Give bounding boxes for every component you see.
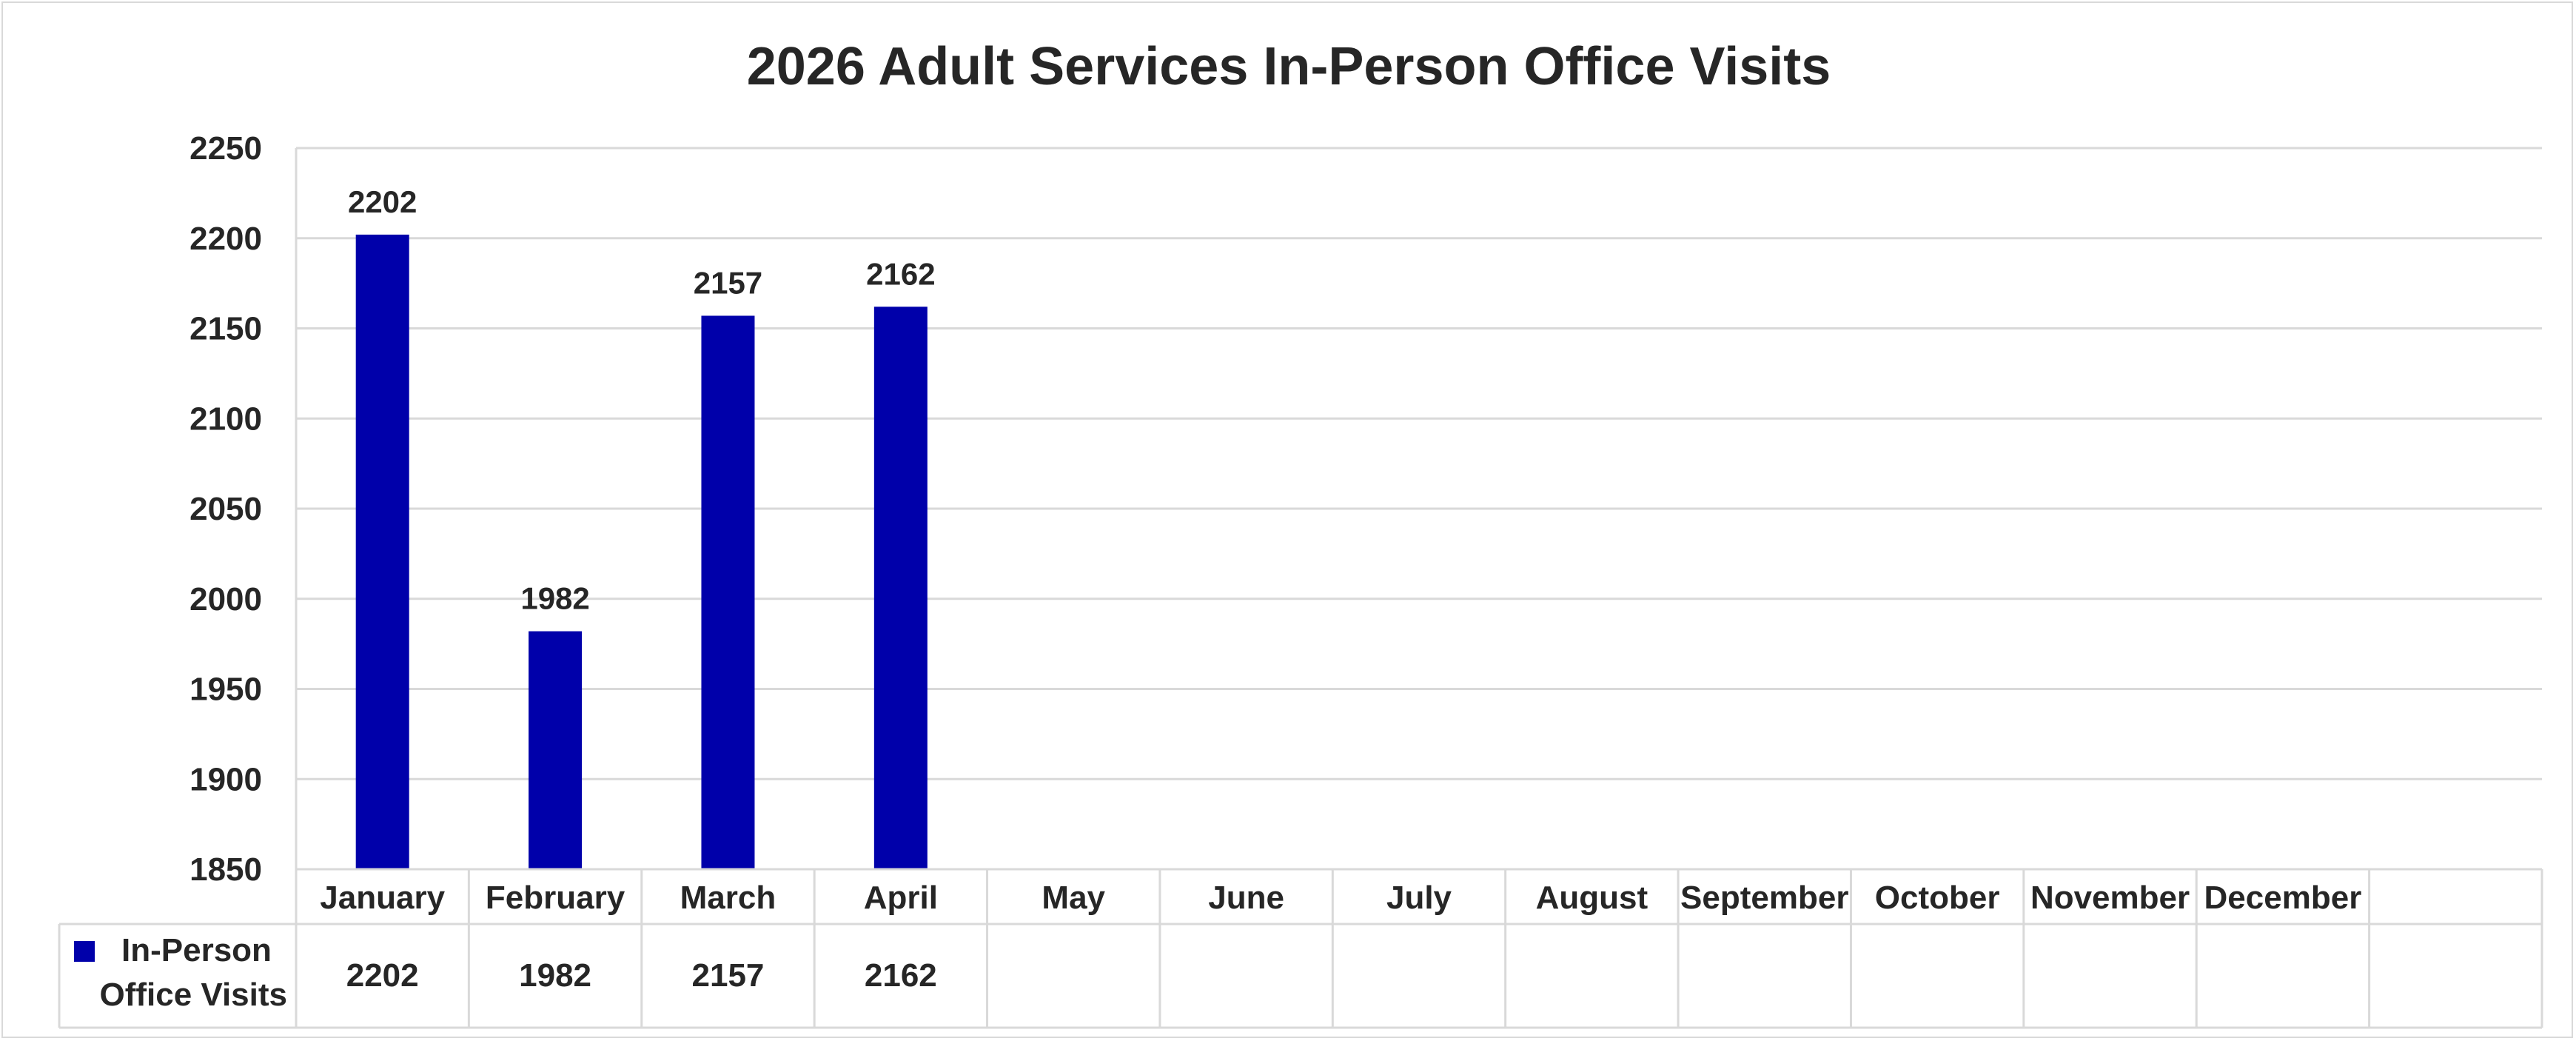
y-tick-label: 2200 (189, 221, 262, 257)
data-labels: 2202 1982 2157 2162 (348, 184, 936, 616)
category-label: November (2030, 880, 2190, 916)
data-label: 2157 (694, 265, 762, 300)
category-label: June (1208, 880, 1284, 916)
table-cell-value: 1982 (519, 957, 591, 994)
y-tick-label: 2250 (189, 130, 262, 167)
legend-label-line2: Office Visits (99, 977, 287, 1013)
y-tick-label: 2100 (189, 401, 262, 437)
category-label: May (1042, 880, 1105, 916)
data-label: 1982 (520, 581, 589, 616)
y-tick-label: 2000 (189, 581, 262, 617)
table-cell-value: 2202 (346, 957, 419, 994)
category-label: October (1875, 880, 2000, 916)
category-label: July (1386, 880, 1452, 916)
bar (701, 315, 755, 870)
legend-swatch (74, 941, 95, 962)
y-tick-label: 1950 (189, 672, 262, 708)
bar (355, 234, 409, 869)
y-tick-label: 1850 (189, 851, 262, 888)
gridlines (296, 147, 2542, 780)
data-table: January February March April May June July Augu… (58, 148, 2543, 1029)
table-cell-value: 2157 (692, 957, 765, 994)
category-label: September (1680, 880, 1848, 916)
bar-chart: 2026 Adult Services In-Person Office Vis… (58, 37, 2543, 1029)
bar (873, 307, 928, 869)
category-label: August (1536, 880, 1648, 916)
y-axis-ticks: 1850 1900 1950 2000 2050 2100 2150 2200 2250 (189, 130, 262, 888)
y-tick-label: 2150 (189, 311, 262, 347)
data-label: 2202 (348, 184, 417, 219)
bar (529, 631, 583, 869)
bars (355, 234, 928, 870)
legend-label-line1: In-Person (121, 932, 272, 968)
y-tick-label: 1900 (189, 761, 262, 797)
category-label: February (486, 880, 625, 916)
y-tick-label: 2050 (189, 491, 262, 527)
category-label: April (864, 880, 938, 916)
category-label: December (2204, 880, 2362, 916)
data-label: 2162 (866, 256, 935, 291)
chart-title: 2026 Adult Services In-Person Office Vis… (747, 37, 1831, 96)
category-label: January (320, 880, 445, 916)
category-label: March (680, 880, 777, 916)
table-cell-value: 2162 (865, 957, 937, 994)
